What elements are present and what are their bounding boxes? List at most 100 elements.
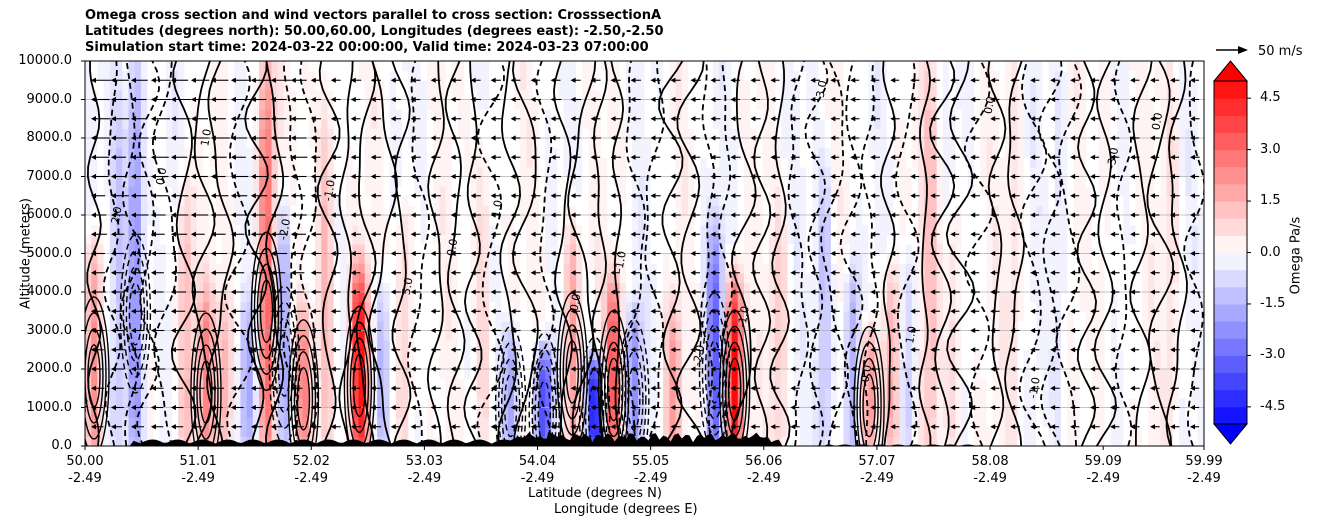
omega-cell bbox=[688, 243, 695, 255]
omega-cell bbox=[246, 243, 254, 255]
omega-cell bbox=[787, 349, 795, 360]
omega-cell bbox=[849, 99, 857, 110]
omega-cell bbox=[333, 166, 341, 178]
omega-cell bbox=[426, 89, 434, 101]
omega-cell bbox=[781, 301, 789, 312]
omega-cell bbox=[706, 195, 714, 206]
omega-cell bbox=[638, 70, 646, 81]
omega-cell bbox=[849, 311, 857, 322]
omega-cell bbox=[153, 80, 161, 91]
omega-cell bbox=[451, 417, 459, 428]
omega-cell bbox=[184, 417, 192, 428]
omega-cell bbox=[700, 253, 708, 264]
omega-cell bbox=[426, 224, 434, 235]
omega-cell bbox=[706, 166, 714, 178]
omega-cell bbox=[669, 205, 677, 216]
omega-cell bbox=[433, 311, 440, 322]
omega-cell bbox=[252, 215, 260, 226]
omega-cell bbox=[352, 426, 360, 437]
omega-cell bbox=[321, 378, 329, 389]
omega-cell bbox=[464, 61, 472, 72]
omega-cell bbox=[688, 407, 695, 418]
omega-cell bbox=[402, 349, 409, 360]
omega-cell bbox=[283, 330, 291, 341]
omega-cell bbox=[594, 330, 602, 341]
omega-cell bbox=[669, 320, 677, 332]
omega-cell bbox=[495, 272, 503, 283]
omega-cell bbox=[103, 138, 111, 149]
omega-cell bbox=[209, 215, 217, 226]
omega-cell bbox=[290, 243, 297, 255]
omega-cell bbox=[451, 186, 459, 197]
omega-cell bbox=[793, 397, 801, 409]
omega-cell bbox=[346, 330, 353, 341]
omega-cell bbox=[855, 195, 863, 206]
omega-cell bbox=[650, 349, 658, 360]
omega-cell bbox=[818, 99, 826, 110]
omega-cell bbox=[700, 320, 708, 332]
omega-cell bbox=[134, 176, 142, 187]
omega-cell bbox=[346, 215, 353, 226]
omega-cell bbox=[588, 263, 596, 274]
omega-cell bbox=[290, 215, 297, 226]
omega-cell bbox=[669, 147, 677, 158]
omega-cell bbox=[650, 195, 658, 206]
omega-cell bbox=[700, 340, 708, 351]
omega-cell bbox=[358, 397, 366, 409]
omega-cell bbox=[743, 195, 751, 206]
omega-cell bbox=[140, 89, 148, 101]
omega-cell bbox=[507, 80, 515, 91]
omega-cell bbox=[159, 89, 167, 101]
omega-cell bbox=[240, 176, 248, 187]
omega-cell bbox=[116, 369, 123, 380]
omega-cell bbox=[433, 166, 440, 178]
omega-cell bbox=[600, 359, 608, 370]
omega-cell bbox=[538, 340, 546, 351]
omega-cell bbox=[706, 340, 714, 351]
omega-cell bbox=[799, 109, 807, 120]
omega-cell bbox=[271, 61, 279, 72]
omega-cell bbox=[806, 311, 813, 322]
omega-cell bbox=[147, 109, 154, 120]
omega-cell bbox=[775, 320, 782, 332]
omega-cell bbox=[781, 378, 789, 389]
omega-cell bbox=[246, 234, 254, 245]
omega-cell bbox=[582, 166, 590, 178]
omega-cell bbox=[128, 407, 136, 418]
omega-cell bbox=[333, 397, 341, 409]
omega-cell bbox=[165, 359, 173, 370]
omega-cell bbox=[140, 359, 148, 370]
omega-cell bbox=[557, 320, 565, 332]
omega-cell bbox=[787, 61, 795, 72]
omega-cell bbox=[327, 282, 335, 293]
omega-cell bbox=[743, 80, 751, 91]
omega-cell bbox=[688, 397, 695, 409]
omega-cell bbox=[153, 128, 161, 139]
omega-cell bbox=[551, 205, 559, 216]
omega-cell bbox=[669, 186, 677, 197]
omega-cell bbox=[526, 272, 534, 283]
omega-cell bbox=[339, 109, 347, 120]
omega-cell bbox=[383, 272, 391, 283]
omega-cell bbox=[576, 89, 583, 101]
omega-cell bbox=[209, 436, 217, 446]
omega-cell bbox=[489, 340, 496, 351]
omega-cell bbox=[445, 320, 453, 332]
omega-cell bbox=[743, 253, 751, 264]
omega-cell bbox=[221, 407, 229, 418]
omega-cell bbox=[159, 61, 167, 72]
omega-cell bbox=[495, 205, 503, 216]
omega-cell bbox=[290, 176, 297, 187]
omega-cell bbox=[215, 99, 223, 110]
omega-cell bbox=[265, 118, 273, 129]
omega-cell bbox=[464, 157, 472, 168]
omega-cell bbox=[725, 70, 733, 81]
omega-cell bbox=[557, 195, 565, 206]
omega-cell bbox=[843, 128, 851, 139]
omega-cell bbox=[364, 80, 372, 91]
omega-cell bbox=[190, 215, 198, 226]
omega-cell bbox=[433, 70, 440, 81]
omega-cell bbox=[507, 234, 515, 245]
omega-cell bbox=[756, 109, 764, 120]
omega-cell bbox=[775, 369, 782, 380]
